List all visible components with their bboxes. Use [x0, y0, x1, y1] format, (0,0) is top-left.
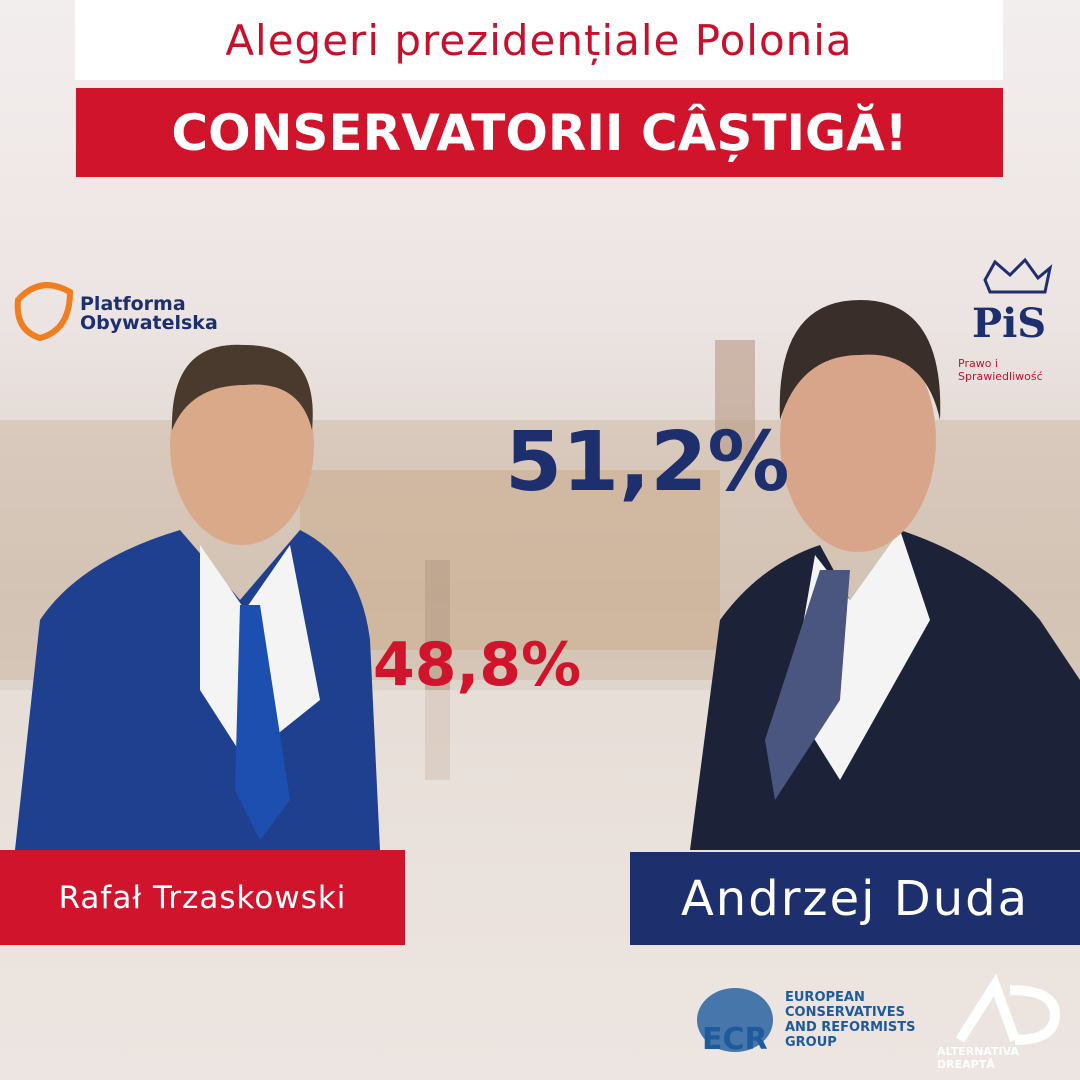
party-logo-text: Platforma Obywatelska: [80, 295, 218, 333]
ecr-name: EUROPEAN CONSERVATIVES AND REFORMISTS GR…: [785, 990, 916, 1050]
result: 51,2%: [505, 415, 790, 510]
candidate-name: Andrzej Duda: [630, 852, 1080, 945]
result: 48,8%: [373, 630, 582, 700]
banner: CONSERVATORII CÂȘTIGĂ!: [76, 88, 1003, 177]
title: Alegeri prezidențiale Polonia: [75, 0, 1003, 80]
ad-name: ALTERNATIVA DREAPTĂ: [937, 1045, 1019, 1071]
party-line: Obywatelska: [80, 312, 218, 334]
party-line: Platforma: [80, 293, 186, 315]
ecr-logo: ECR: [702, 1022, 768, 1057]
party-full-name: Prawo i Sprawiedliwość: [958, 357, 1043, 383]
party-logo-text: PiS: [972, 300, 1047, 347]
candidate-name: Rafał Trzaskowski: [0, 850, 405, 945]
